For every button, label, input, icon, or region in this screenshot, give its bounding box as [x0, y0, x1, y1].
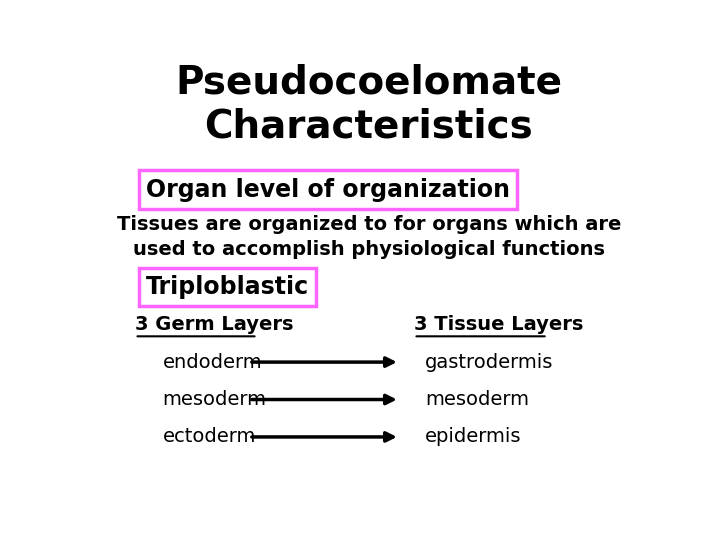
Text: epidermis: epidermis: [425, 428, 521, 447]
Text: Organ level of organization: Organ level of organization: [145, 178, 510, 201]
Text: endoderm: endoderm: [163, 353, 262, 372]
Text: 3 Germ Layers: 3 Germ Layers: [135, 315, 293, 334]
Text: mesoderm: mesoderm: [163, 390, 266, 409]
Text: Pseudocoelomate
Characteristics: Pseudocoelomate Characteristics: [176, 63, 562, 145]
Text: 3 Tissue Layers: 3 Tissue Layers: [413, 315, 583, 334]
Text: Tissues are organized to for organs which are
used to accomplish physiological f: Tissues are organized to for organs whic…: [117, 215, 621, 259]
Text: ectoderm: ectoderm: [163, 428, 256, 447]
Text: Triploblastic: Triploblastic: [145, 275, 309, 299]
Text: gastrodermis: gastrodermis: [425, 353, 553, 372]
Text: mesoderm: mesoderm: [425, 390, 528, 409]
